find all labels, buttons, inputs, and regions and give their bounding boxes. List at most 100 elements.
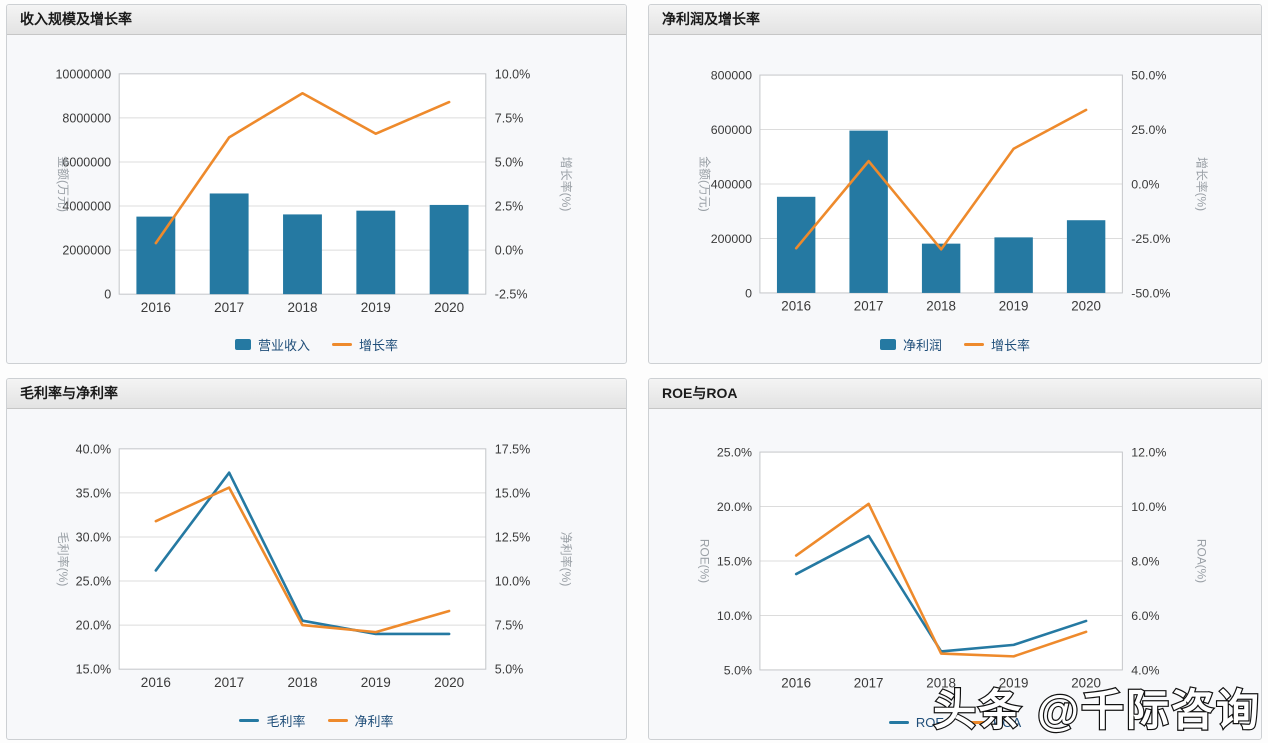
svg-text:8.0%: 8.0% bbox=[1131, 554, 1159, 568]
legend-label: 净利率 bbox=[354, 714, 394, 729]
legend-line-swatch bbox=[239, 718, 260, 723]
netprofit-growth-combo-chart: 0 200000 400000 600000 800000 -50.0% -25.0% 0.0… bbox=[697, 69, 1209, 314]
legend-label: ROA bbox=[993, 715, 1022, 730]
legend-label: ROE bbox=[915, 715, 944, 730]
legend-label: 增长率 bbox=[991, 338, 1031, 353]
svg-text:0.0%: 0.0% bbox=[495, 244, 524, 258]
svg-text:2019: 2019 bbox=[361, 675, 391, 690]
revenue-growth-combo-chart: 0 2000000 4000000 6000000 8000000 10000000 -2.… bbox=[55, 67, 574, 315]
svg-text:2019: 2019 bbox=[999, 299, 1029, 314]
legend-item-netmargin[interactable]: 净利率 bbox=[327, 711, 394, 730]
svg-text:2018: 2018 bbox=[926, 299, 956, 314]
svg-text:35.0%: 35.0% bbox=[76, 486, 112, 500]
legend-line-swatch bbox=[966, 720, 986, 725]
chart-legend: 净利润 增长率 bbox=[879, 333, 1030, 363]
svg-text:30.0%: 30.0% bbox=[76, 530, 112, 544]
chart-panel-netprofit-growth: 净利润及增长率 0 200000 400000 600000 800000 -50.0% -… bbox=[648, 4, 1262, 364]
svg-text:2018: 2018 bbox=[287, 675, 317, 690]
svg-text:2000000: 2000000 bbox=[62, 244, 111, 258]
legend-item-growth[interactable]: 增长率 bbox=[964, 335, 1030, 354]
svg-text:2017: 2017 bbox=[854, 299, 884, 314]
svg-text:17.5%: 17.5% bbox=[495, 442, 531, 456]
chart-legend: ROE ROA bbox=[888, 713, 1021, 739]
legend-item-roe[interactable]: ROE bbox=[888, 715, 944, 730]
svg-text:20.0%: 20.0% bbox=[717, 500, 752, 514]
svg-text:15.0%: 15.0% bbox=[717, 554, 752, 568]
legend-bar-swatch bbox=[879, 339, 896, 350]
legend-line-swatch bbox=[964, 342, 984, 347]
svg-text:2020: 2020 bbox=[1071, 299, 1101, 314]
svg-text:金额(万元): 金额(万元) bbox=[697, 156, 711, 211]
svg-text:ROE(%): ROE(%) bbox=[697, 539, 711, 583]
svg-text:800000: 800000 bbox=[711, 69, 752, 83]
panel-title: 毛利率与净利率 bbox=[7, 379, 626, 409]
legend-line-swatch bbox=[327, 718, 348, 723]
svg-text:12.5%: 12.5% bbox=[495, 530, 531, 544]
svg-text:0: 0 bbox=[104, 288, 111, 302]
legend-item-growth[interactable]: 增长率 bbox=[332, 335, 398, 354]
svg-text:2019: 2019 bbox=[361, 300, 391, 315]
svg-text:-25.0%: -25.0% bbox=[1131, 232, 1170, 246]
legend-item-revenue[interactable]: 营业收入 bbox=[234, 335, 310, 354]
chart-panel-roe-roa: ROE与ROA 5.0% 10.0% 15.0% 20.0% 25.0% 4.0% 6.0%… bbox=[648, 378, 1262, 740]
svg-text:2016: 2016 bbox=[141, 300, 171, 315]
svg-text:15.0%: 15.0% bbox=[495, 486, 531, 500]
svg-text:4.0%: 4.0% bbox=[1131, 663, 1159, 677]
margins-line-chart: 15.0% 20.0% 25.0% 30.0% 35.0% 40.0% 5.0% 7.5% 10… bbox=[56, 442, 574, 690]
svg-text:增长率(%): 增长率(%) bbox=[559, 157, 574, 212]
svg-text:-2.5%: -2.5% bbox=[495, 288, 528, 302]
chart-body: 5.0% 10.0% 15.0% 20.0% 25.0% 4.0% 6.0% 8.0% 10.0… bbox=[649, 409, 1261, 739]
legend-label: 毛利率 bbox=[266, 714, 306, 729]
svg-text:15.0%: 15.0% bbox=[76, 663, 112, 677]
svg-text:50.0%: 50.0% bbox=[1131, 69, 1166, 83]
legend-label: 营业收入 bbox=[257, 338, 310, 353]
svg-text:2018: 2018 bbox=[926, 676, 956, 691]
svg-text:7.5%: 7.5% bbox=[495, 619, 524, 633]
svg-text:10.0%: 10.0% bbox=[1131, 500, 1166, 514]
svg-text:6.0%: 6.0% bbox=[1131, 609, 1159, 623]
svg-text:ROA(%): ROA(%) bbox=[1195, 539, 1209, 583]
svg-text:2017: 2017 bbox=[214, 300, 244, 315]
svg-text:5.0%: 5.0% bbox=[724, 663, 752, 677]
svg-text:增长率(%): 增长率(%) bbox=[1195, 157, 1209, 211]
chart-body: 15.0% 20.0% 25.0% 30.0% 35.0% 40.0% 5.0% 7.5% 10… bbox=[7, 409, 626, 739]
chart-panel-revenue-growth: 收入规模及增长率 0 2000000 4000000 6000000 8000000 10… bbox=[6, 4, 627, 364]
svg-text:0.0%: 0.0% bbox=[1131, 177, 1159, 191]
svg-text:2017: 2017 bbox=[214, 675, 244, 690]
svg-text:8000000: 8000000 bbox=[62, 111, 111, 125]
svg-text:10.0%: 10.0% bbox=[717, 609, 752, 623]
svg-text:400000: 400000 bbox=[711, 177, 752, 191]
svg-text:10000000: 10000000 bbox=[55, 67, 111, 81]
legend-label: 增长率 bbox=[359, 338, 399, 353]
svg-text:10.0%: 10.0% bbox=[495, 67, 531, 81]
svg-text:4000000: 4000000 bbox=[62, 200, 111, 214]
svg-text:6000000: 6000000 bbox=[62, 155, 111, 169]
legend-item-netprofit[interactable]: 净利润 bbox=[879, 335, 942, 354]
svg-text:2016: 2016 bbox=[141, 675, 171, 690]
roe-roa-line-chart: 5.0% 10.0% 15.0% 20.0% 25.0% 4.0% 6.0% 8.0% 10.0… bbox=[697, 446, 1209, 691]
legend-item-grossmargin[interactable]: 毛利率 bbox=[239, 711, 306, 730]
svg-text:25.0%: 25.0% bbox=[76, 575, 112, 589]
chart-panel-margins: 毛利率与净利率 15.0% 20.0% 25.0% 30.0% 35.0% 40.0% 5.… bbox=[6, 378, 627, 740]
chart-body: 0 200000 400000 600000 800000 -50.0% -25.0% 0.0… bbox=[649, 35, 1261, 363]
svg-text:2016: 2016 bbox=[781, 299, 811, 314]
svg-text:净利率(%): 净利率(%) bbox=[559, 532, 574, 587]
svg-text:7.5%: 7.5% bbox=[495, 111, 524, 125]
chart-legend: 毛利率 净利率 bbox=[239, 709, 394, 739]
svg-text:5.0%: 5.0% bbox=[495, 155, 524, 169]
chart-legend: 营业收入 增长率 bbox=[234, 333, 398, 363]
svg-text:25.0%: 25.0% bbox=[1131, 123, 1166, 137]
svg-text:2019: 2019 bbox=[999, 676, 1029, 691]
svg-text:40.0%: 40.0% bbox=[76, 442, 112, 456]
legend-item-roa[interactable]: ROA bbox=[966, 715, 1021, 730]
svg-text:2020: 2020 bbox=[1071, 676, 1101, 691]
svg-text:2020: 2020 bbox=[434, 675, 464, 690]
panel-title: ROE与ROA bbox=[649, 379, 1261, 409]
chart-body: 0 2000000 4000000 6000000 8000000 10000000 -2.… bbox=[7, 35, 626, 363]
svg-text:200000: 200000 bbox=[711, 232, 752, 246]
panel-title: 收入规模及增长率 bbox=[7, 5, 626, 35]
svg-text:0: 0 bbox=[745, 286, 752, 300]
svg-text:2020: 2020 bbox=[434, 300, 464, 315]
svg-text:毛利率(%): 毛利率(%) bbox=[56, 532, 71, 587]
